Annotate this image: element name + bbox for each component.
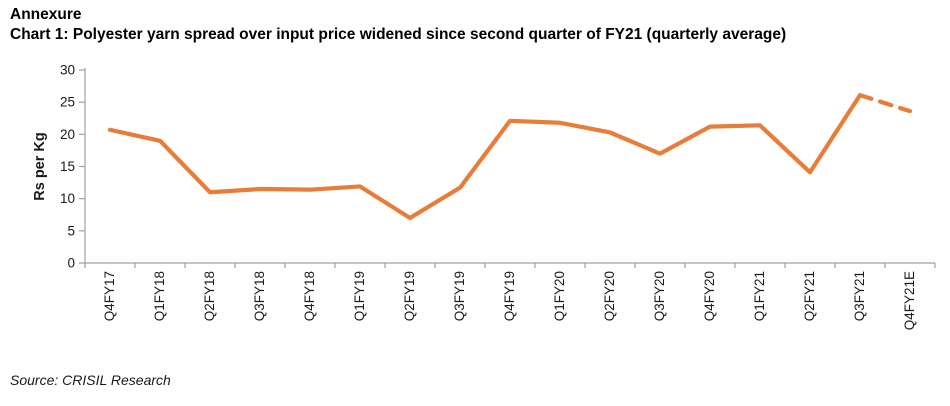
- x-tick-label: Q4FY20: [702, 271, 717, 321]
- x-tick-label: Q2FY21: [802, 271, 817, 321]
- series-line-estimate-dashed: [857, 92, 913, 114]
- x-tick-label: Q1FY19: [352, 271, 367, 321]
- line-chart: 0 5 10 15 20 25 30 Q4FY17 Q1FY18 Q2FY18 Q3FY18 Q4FY…: [32, 63, 936, 330]
- chart-area: 0 5 10 15 20 25 30 Q4FY17 Q1FY18 Q2FY18 Q3FY18 Q4FY…: [0, 55, 950, 360]
- x-tick-label: Q2FY20: [602, 271, 617, 321]
- x-tick-label: Q3FY18: [252, 271, 267, 321]
- x-tick-label: Q2FY19: [402, 271, 417, 321]
- y-tick-label: 20: [60, 127, 75, 142]
- y-tick-label: 15: [60, 159, 75, 174]
- x-tick-label: Q3FY21: [852, 271, 867, 321]
- x-tick-label: Q1FY18: [152, 271, 167, 321]
- x-tick-label: Q2FY18: [202, 271, 217, 321]
- series-line: [107, 92, 863, 221]
- x-tick-label: Q3FY19: [452, 271, 467, 321]
- annexure-heading: Annexure: [10, 6, 82, 23]
- x-tick-label: Q4FY18: [302, 271, 317, 321]
- chart-title: Chart 1: Polyester yarn spread over inpu…: [10, 26, 787, 43]
- source-note: Source: CRISIL Research: [10, 372, 171, 388]
- x-tick-label: Q1FY20: [552, 271, 567, 321]
- y-tick-label: 10: [60, 191, 75, 206]
- y-tick-label: 0: [67, 256, 75, 271]
- x-tick-label: Q1FY21: [752, 271, 767, 321]
- x-tick-label: Q4FY17: [102, 271, 117, 321]
- y-tick-label: 5: [67, 223, 75, 238]
- y-axis-title: Rs per Kg: [32, 132, 48, 201]
- y-tick-label: 30: [60, 63, 75, 78]
- x-tick-label: Q4FY21E: [902, 271, 917, 330]
- y-tick-label: 25: [60, 95, 75, 110]
- x-tick-label: Q3FY20: [652, 271, 667, 321]
- x-tick-label: Q4FY19: [502, 271, 517, 321]
